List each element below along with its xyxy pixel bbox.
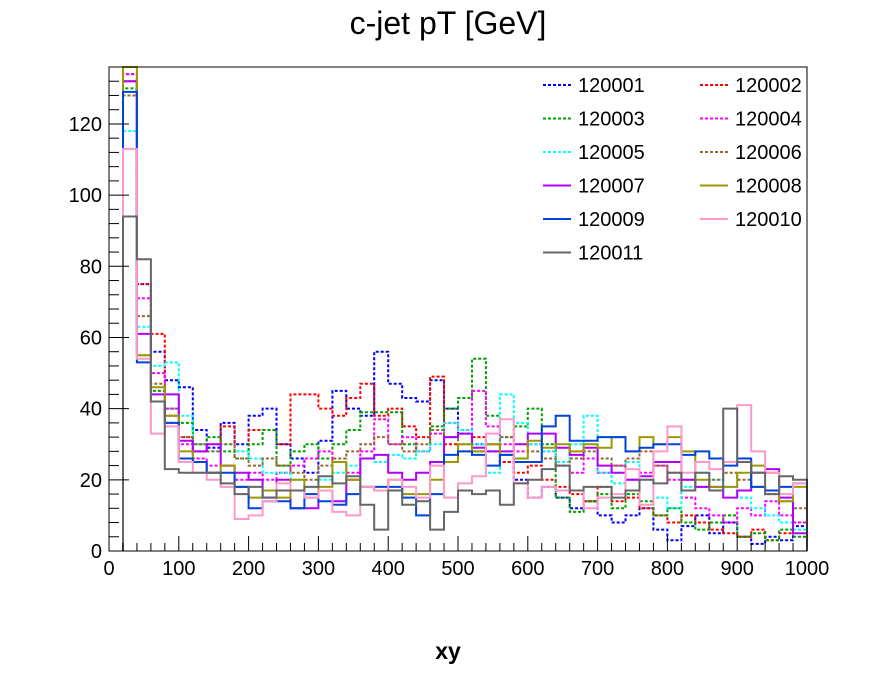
y-tick-label: 60 [80, 327, 102, 349]
x-tick-label: 0 [103, 558, 114, 580]
legend-label: 120008 [735, 176, 802, 198]
y-tick-label: 100 [69, 185, 102, 207]
series-line-120011 [122, 215, 808, 551]
legend-label: 120002 [735, 75, 802, 97]
x-tick-label: 1000 [785, 558, 830, 580]
legend-label: 120007 [578, 176, 645, 198]
x-tick-label: 100 [162, 558, 195, 580]
legend-label: 120006 [735, 142, 802, 164]
legend: 120001 120002 120003 120004 120005 120006 1200… [543, 75, 802, 265]
legend-label: 120010 [735, 209, 802, 231]
legend-entry-120004: 120004 [700, 109, 802, 131]
legend-entry-120010: 120010 [700, 209, 802, 231]
x-tick-label: 600 [511, 558, 544, 580]
series-line-120003 [122, 87, 808, 551]
x-tick-label: 200 [232, 558, 265, 580]
x-tick-label: 900 [721, 558, 754, 580]
legend-entry-120005: 120005 [543, 142, 645, 164]
legend-entry-120007: 120007 [543, 176, 645, 198]
y-tick-label: 40 [80, 399, 102, 421]
legend-label: 120005 [578, 142, 645, 164]
legend-entry-120006: 120006 [700, 142, 802, 164]
series-line-120008 [122, 66, 808, 551]
legend-label: 120011 [578, 243, 643, 265]
plot-area: 0 100 200 300 400 500 600 700 800 900 1000 0 20 40 60 8… [69, 66, 830, 580]
series-line-120010 [122, 147, 808, 551]
series-line-120009 [122, 90, 808, 551]
x-axis-label: xy [435, 638, 461, 664]
legend-label: 120009 [578, 209, 645, 231]
y-tick-label: 0 [91, 541, 102, 563]
legend-entry-120008: 120008 [700, 176, 802, 198]
x-tick-label: 300 [302, 558, 335, 580]
y-tick-label: 20 [80, 470, 102, 492]
legend-label: 120004 [735, 109, 802, 131]
x-tick-label: 500 [441, 558, 474, 580]
y-tick-label: 80 [80, 256, 102, 278]
legend-entry-120011: 120011 [543, 243, 643, 265]
y-tick-label: 120 [69, 114, 102, 136]
legend-label: 120001 [578, 75, 645, 97]
legend-label: 120003 [578, 109, 645, 131]
x-tick-label: 700 [581, 558, 614, 580]
legend-entry-120001: 120001 [543, 75, 645, 97]
chart-title: c-jet pT [GeV] [350, 5, 547, 41]
legend-entry-120003: 120003 [543, 109, 645, 131]
x-tick-label: 800 [651, 558, 684, 580]
series-line-120001 [122, 73, 808, 551]
legend-entry-120002: 120002 [700, 75, 802, 97]
x-tick-label: 400 [372, 558, 405, 580]
legend-entry-120009: 120009 [543, 209, 645, 231]
